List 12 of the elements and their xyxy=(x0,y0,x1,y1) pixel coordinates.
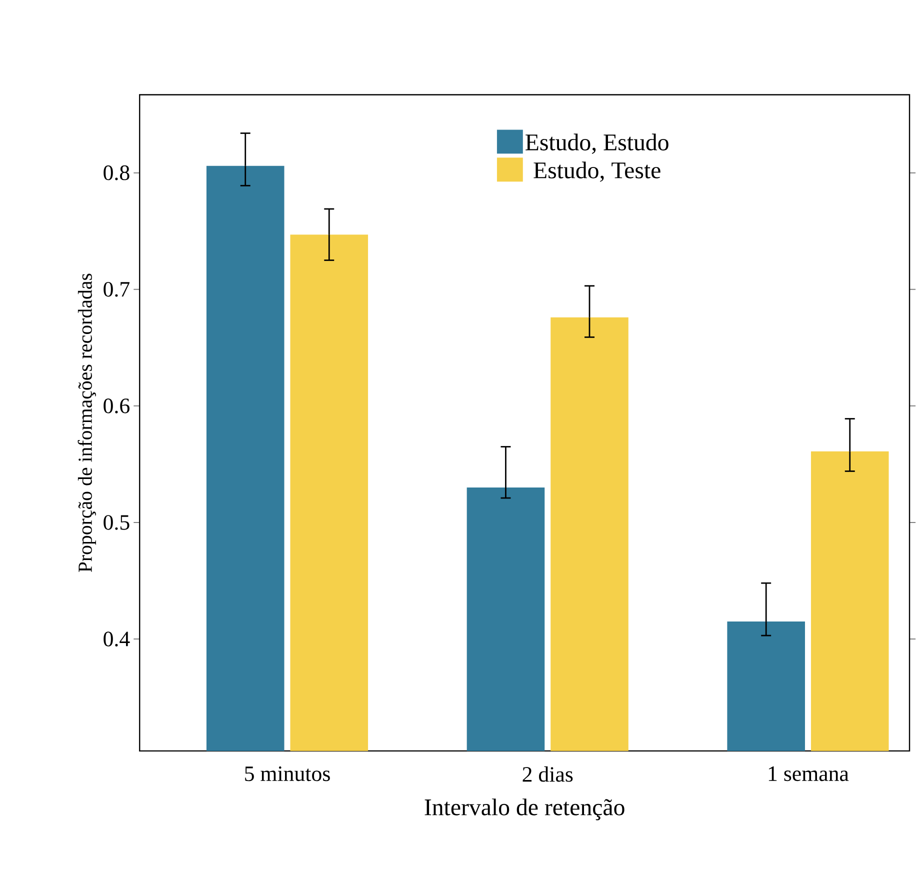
legend-label: Estudo, Teste xyxy=(534,162,660,182)
y-tick-label: 0.5 xyxy=(104,515,130,530)
y-tick-label: 0.4 xyxy=(104,632,130,647)
y-tick-label: 0.6 xyxy=(104,398,130,414)
legend-label: Estudo, Estudo xyxy=(526,134,668,154)
y-tick-label: 0.8 xyxy=(104,166,130,180)
x-axis-title: Intervalo de retenção xyxy=(424,798,624,820)
x-tick-label: 5 minutos xyxy=(245,766,330,782)
x-tick-label: 2 dias xyxy=(522,766,573,782)
y-axis-title: Proporção de informações recordadas xyxy=(78,274,96,572)
y-tick-label: 0.7 xyxy=(104,282,130,298)
x-tick-label: 1 semana xyxy=(768,766,849,782)
